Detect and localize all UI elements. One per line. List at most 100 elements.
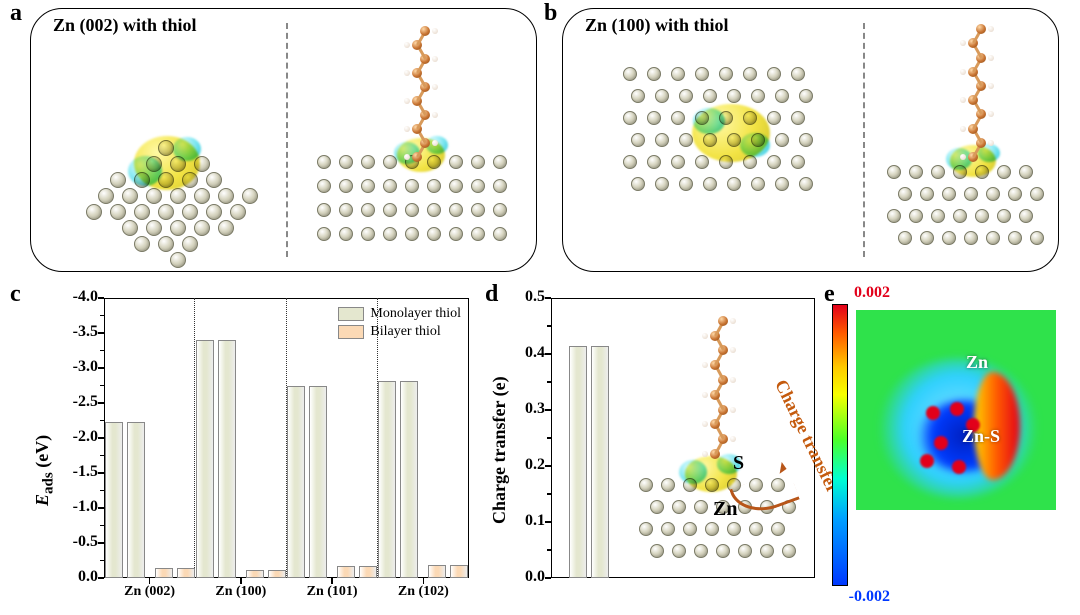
atom: [749, 522, 763, 536]
bar: [155, 568, 173, 579]
atom: [909, 209, 923, 223]
atom: [361, 203, 375, 217]
atom: [134, 204, 150, 220]
atom: [751, 89, 765, 103]
atom: [791, 111, 805, 125]
atom: [727, 89, 741, 103]
label-s: S: [733, 452, 744, 475]
bar: [268, 570, 286, 578]
atom: [655, 177, 669, 191]
isosurface-deplete: [740, 133, 770, 157]
heatmap-label-zn: Zn: [966, 352, 988, 373]
atom: [339, 227, 353, 241]
atom: [703, 89, 717, 103]
atom: [194, 188, 210, 204]
y-axis-label-d: Charge transfer (e): [489, 376, 510, 524]
atom: [887, 165, 901, 179]
panel-b-divider: [863, 23, 865, 257]
lattice-zn002-top: [59, 75, 269, 235]
bar: [337, 566, 355, 578]
atom: [1019, 165, 1033, 179]
legend: Monolayer thiolBilayer thiol: [338, 304, 461, 342]
atom: [679, 89, 693, 103]
atom: [405, 179, 419, 193]
ytick-label: 0.3: [503, 400, 545, 418]
colorbar: [832, 304, 848, 586]
atom: [194, 220, 210, 236]
atom: [679, 177, 693, 191]
atom: [1030, 231, 1044, 245]
atom: [799, 133, 813, 147]
atom: [738, 544, 752, 558]
ytick-label: -1.0: [48, 498, 98, 516]
atom: [317, 203, 331, 217]
atom: [920, 187, 934, 201]
atom: [134, 236, 150, 252]
atom: [449, 179, 463, 193]
atom: [694, 500, 708, 514]
panel-label-a: a: [10, 0, 22, 27]
panel-label-b: b: [544, 0, 557, 27]
atom: [383, 179, 397, 193]
atom: [931, 209, 945, 223]
bar: [569, 346, 587, 578]
atom: [887, 209, 901, 223]
ytick-label: -4.0: [48, 288, 98, 306]
atom: [655, 133, 669, 147]
label-zn: Zn: [713, 498, 737, 521]
atom: [1019, 209, 1033, 223]
atom: [170, 220, 186, 236]
atom: [760, 544, 774, 558]
xtick-label: Zn (102): [383, 584, 463, 600]
atom: [672, 544, 686, 558]
xtick-label: Zn (101): [292, 584, 372, 600]
atom: [791, 155, 805, 169]
atom: [650, 544, 664, 558]
bar: [591, 346, 609, 578]
chart-charge-transfer: Charge transfer (e) 0.00.10.20.30.40.5SZ…: [487, 292, 822, 607]
atom: [449, 227, 463, 241]
atom: [639, 478, 653, 492]
atom: [650, 500, 664, 514]
atom: [110, 204, 126, 220]
chart-d-frame: 0.00.10.20.30.40.5SZnCharge transfer: [551, 298, 815, 578]
atom: [986, 231, 1000, 245]
atom: [206, 204, 222, 220]
atom: [317, 179, 331, 193]
atom: [471, 179, 485, 193]
atom: [1030, 187, 1044, 201]
atom: [775, 89, 789, 103]
atom: [799, 177, 813, 191]
atom: [695, 155, 709, 169]
atom: [695, 67, 709, 81]
atom: [775, 133, 789, 147]
ytick-label: -2.5: [48, 393, 98, 411]
chart-eads: Eads (eV) 0.0-0.5-1.0-1.5-2.0-2.5-3.0-3.…: [30, 292, 475, 607]
atom: [767, 155, 781, 169]
lattice-zn100-top: [613, 59, 843, 249]
bar: [105, 422, 123, 578]
isosurface-deplete: [128, 156, 162, 186]
ytick-label: -3.0: [48, 358, 98, 376]
atom: [743, 67, 757, 81]
ytick-label: -3.5: [48, 323, 98, 341]
atom: [206, 172, 222, 188]
atom: [383, 203, 397, 217]
atom: [623, 67, 637, 81]
bar: [246, 570, 264, 578]
atom: [182, 204, 198, 220]
atom: [727, 522, 741, 536]
panel-label-c: c: [10, 281, 21, 308]
panel-a-title: Zn (002) with thiol: [53, 15, 197, 36]
heatmap-label-zns: Zn-S: [962, 426, 1000, 447]
atom: [694, 544, 708, 558]
atom: [361, 227, 375, 241]
atom: [671, 67, 685, 81]
atom: [791, 67, 805, 81]
atom: [639, 522, 653, 536]
atom: [98, 188, 114, 204]
atom: [655, 89, 669, 103]
bar: [428, 565, 446, 578]
atom: [471, 227, 485, 241]
atom: [317, 155, 331, 169]
